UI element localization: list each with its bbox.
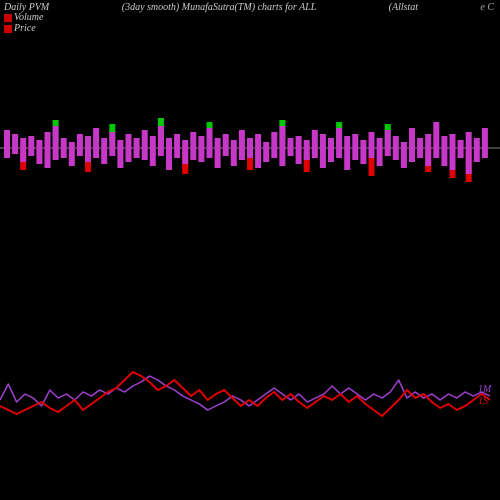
svg-text:1S: 1S [478,396,488,407]
legend-box-volume [4,14,12,22]
header-title-row: Daily PVM (3day smooth) MunafaSutra(TM) … [4,2,418,13]
chart-canvas: 1M1S [0,28,500,500]
legend-row-price: Price [4,23,43,34]
legend: Volume Price [4,12,43,34]
title-right: e C [480,2,494,13]
legend-label-price: Price [14,23,36,34]
title-mid: (3day smooth) MunafaSutra(TM) charts for… [122,2,316,13]
legend-label-volume: Volume [14,12,43,23]
chart-header: Daily PVM (3day smooth) MunafaSutra(TM) … [0,0,500,28]
title-ticker: (Allstat [389,2,418,13]
legend-row-volume: Volume [4,12,43,23]
legend-box-price [4,25,12,33]
svg-text:1M: 1M [478,384,492,395]
